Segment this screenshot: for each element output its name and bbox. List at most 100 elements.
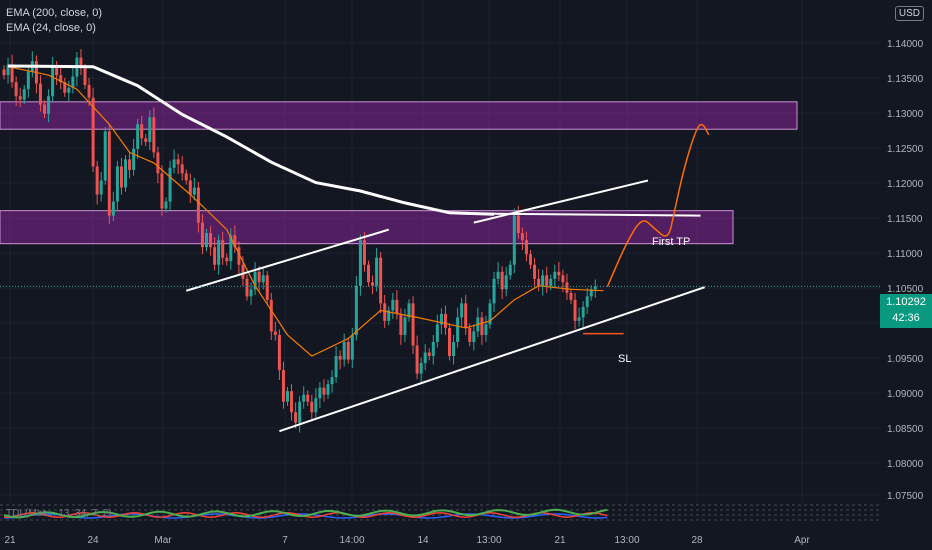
x-tick-label: 24 (87, 535, 99, 546)
candle-body (468, 327, 472, 342)
candle-body (164, 201, 168, 209)
candle-body (47, 96, 51, 114)
candle-body (383, 303, 387, 321)
candle-body (124, 159, 127, 188)
annotations: First TP SL (618, 236, 690, 365)
candle-body (350, 334, 354, 360)
candle-body (103, 131, 107, 181)
candle-body (249, 289, 253, 297)
candle-body (79, 57, 83, 69)
candle-body (500, 271, 504, 290)
candle-body (2, 69, 6, 76)
trend-lines (185, 179, 705, 433)
candle-body (132, 148, 136, 170)
x-tick-label: 13:00 (476, 535, 501, 546)
candle-body (472, 331, 476, 342)
candle-body (241, 264, 245, 279)
candle-body (172, 159, 176, 168)
y-tick-label: 1.08500 (887, 424, 924, 435)
candle-body (545, 275, 549, 286)
candle-body (480, 317, 484, 335)
candle-body (411, 303, 415, 346)
candle-body (484, 324, 488, 335)
candle-body (529, 254, 532, 265)
candle-body (63, 82, 67, 93)
candle-body (67, 87, 71, 93)
candle-body (261, 275, 265, 283)
candle-body (306, 394, 310, 402)
candle-body (403, 317, 407, 335)
candle-body (460, 303, 464, 318)
candle-body (10, 64, 14, 83)
candle-body (439, 313, 443, 325)
candle-body (55, 66, 59, 76)
y-tick-label: 1.07500 (887, 491, 924, 502)
candle-body (452, 341, 456, 357)
candle-body (399, 313, 403, 335)
candle-body (593, 286, 597, 290)
candle-body (362, 240, 366, 265)
candle-body (431, 341, 435, 357)
candle-body (269, 299, 273, 332)
candle-body (144, 138, 148, 142)
candle-body (221, 240, 225, 258)
candle-body (419, 363, 423, 374)
candle-body (43, 104, 46, 114)
tdi-legend[interactable]: TDI (Mac... 13, 34, 7, 2) (6, 508, 112, 519)
candle-body (354, 285, 358, 335)
x-tick-label: 14 (417, 535, 429, 546)
candle-body (391, 299, 395, 311)
candle-body (128, 159, 132, 170)
candle-body (233, 235, 237, 248)
candle-body (188, 180, 192, 195)
candle-body (561, 275, 565, 283)
candle-body (83, 68, 87, 85)
currency-badge[interactable]: USD (894, 6, 924, 21)
candle-body (205, 233, 208, 248)
y-tick-label: 1.09500 (887, 354, 924, 365)
candle-body (577, 317, 581, 321)
sl-label: SL (618, 353, 631, 365)
candle-body (346, 341, 350, 360)
candle-body (423, 352, 427, 364)
x-tick-label: 28 (691, 535, 703, 546)
ema24-line (7, 66, 604, 357)
candle-body (496, 271, 500, 279)
candle-body (59, 75, 63, 83)
bar-countdown: 42:36 (892, 312, 920, 324)
candle-body (87, 84, 91, 98)
candle-body (200, 222, 204, 248)
candle-body (156, 152, 160, 174)
candle-body (504, 275, 508, 290)
y-tick-label: 1.13000 (887, 109, 924, 120)
candle-body (115, 166, 119, 202)
time-axis-background (0, 530, 932, 550)
candle-body (294, 412, 298, 423)
candle-body (524, 240, 528, 255)
y-tick-label: 1.08000 (887, 459, 924, 470)
y-tick-label: 1.11500 (887, 214, 923, 225)
candle-body (91, 97, 95, 167)
candle-body (585, 296, 589, 307)
candle-body (302, 394, 306, 402)
ema200-legend[interactable]: EMA (200, close, 0) (6, 7, 102, 19)
candle-body (358, 240, 362, 286)
candle-body (229, 235, 233, 262)
candle-body (257, 271, 261, 283)
candle-body (136, 124, 140, 149)
candle-body (265, 275, 269, 300)
candle-body (488, 303, 492, 325)
x-tick-label: 21 (4, 535, 16, 546)
x-tick-label: 14:00 (339, 535, 364, 546)
candle-body (180, 164, 184, 174)
ema24-legend[interactable]: EMA (24, close, 0) (6, 22, 96, 34)
candle-body (152, 117, 156, 153)
x-tick-label: Mar (154, 535, 172, 546)
current-price-value: 1.10292 (886, 296, 926, 308)
candle-body (140, 124, 144, 139)
candle-body (213, 247, 217, 265)
candle-body (277, 334, 281, 371)
candle-body (281, 370, 285, 402)
candle-body (338, 356, 342, 360)
